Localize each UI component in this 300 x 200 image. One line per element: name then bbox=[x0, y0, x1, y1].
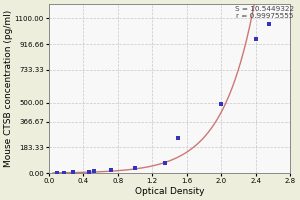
Point bbox=[254, 38, 258, 41]
Y-axis label: Mouse CTSB concentration (pg/ml): Mouse CTSB concentration (pg/ml) bbox=[4, 10, 13, 167]
Point bbox=[108, 168, 113, 172]
Point bbox=[91, 170, 96, 173]
Point bbox=[219, 103, 224, 106]
Point bbox=[55, 172, 60, 175]
X-axis label: Optical Density: Optical Density bbox=[135, 187, 204, 196]
Point bbox=[62, 171, 67, 174]
Point bbox=[87, 170, 92, 173]
Text: S = 10.5449322
r = 0.99975555: S = 10.5449322 r = 0.99975555 bbox=[235, 6, 294, 19]
Point bbox=[133, 166, 137, 169]
Point bbox=[70, 171, 75, 174]
Point bbox=[266, 22, 271, 25]
Point bbox=[163, 162, 168, 165]
Point bbox=[176, 136, 181, 140]
